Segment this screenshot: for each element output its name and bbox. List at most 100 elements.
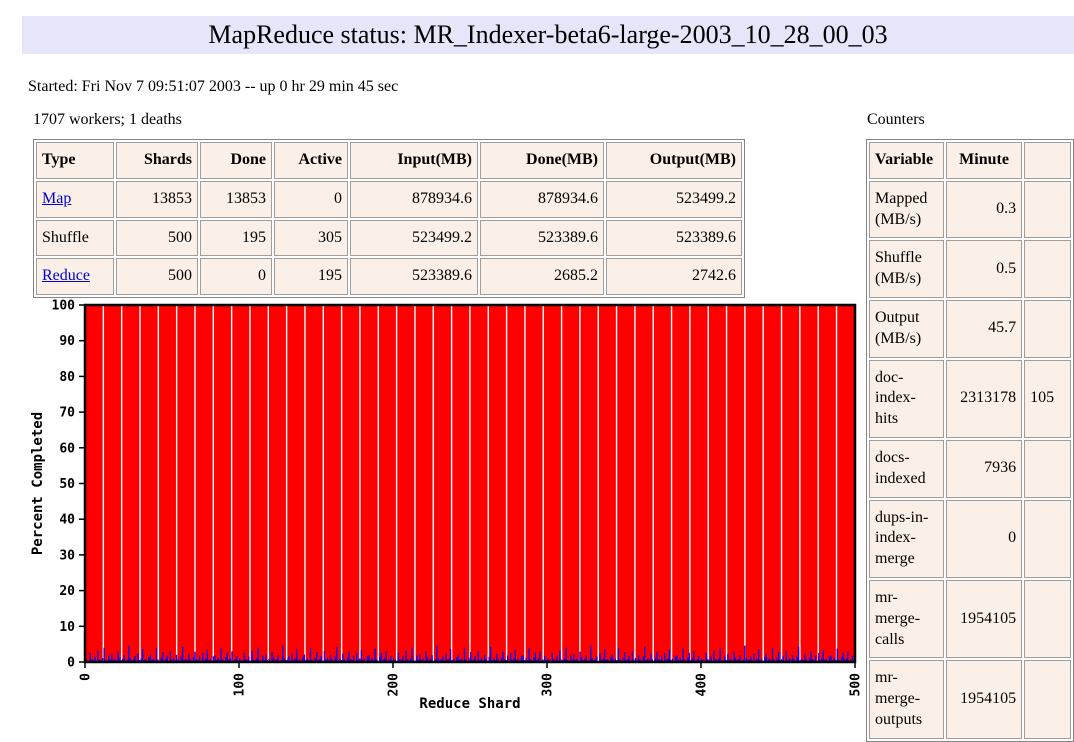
active-bar: [371, 657, 373, 662]
active-bar: [422, 658, 424, 662]
task-col-header: Output(MB): [606, 142, 742, 179]
task-value-cell: 2742.6: [606, 258, 742, 296]
active-bar: [585, 655, 587, 662]
active-bar: [206, 649, 208, 662]
active-bar: [89, 652, 91, 662]
active-bar: [265, 654, 267, 662]
active-bar: [551, 652, 553, 662]
active-bar: [533, 657, 535, 662]
active-bar: [724, 655, 726, 662]
active-bar: [342, 653, 344, 662]
active-bar: [688, 652, 690, 662]
active-bar: [547, 658, 549, 662]
active-bar: [707, 659, 709, 662]
active-bar: [128, 645, 130, 662]
counter-extra-cell: [1024, 299, 1071, 358]
active-bar: [145, 659, 147, 662]
active-bar: [448, 658, 450, 662]
active-bar: [141, 649, 144, 662]
active-bar: [502, 651, 504, 662]
task-value-cell: 13853: [116, 180, 198, 218]
active-bar: [570, 655, 572, 662]
workers-line: 1707 workers; 1 deaths: [33, 111, 182, 128]
active-bar: [470, 652, 472, 662]
active-bar: [822, 649, 824, 662]
active-bar: [500, 657, 503, 662]
plot-frame: [83, 303, 857, 664]
active-bar: [776, 657, 778, 662]
active-bar: [650, 653, 652, 662]
active-bar: [631, 650, 633, 662]
active-bar: [94, 656, 96, 662]
active-bar: [148, 657, 150, 662]
counter-minute-cell: 0: [945, 499, 1023, 578]
active-bar: [235, 655, 238, 662]
active-bar: [329, 654, 332, 662]
y-tick-label: 100: [52, 299, 76, 314]
active-bar: [172, 658, 175, 662]
active-bar: [801, 658, 803, 662]
active-bar: [579, 651, 581, 662]
active-bar: [644, 646, 646, 662]
active-bar: [768, 658, 771, 662]
active-bar: [493, 658, 495, 662]
active-bar: [409, 658, 412, 662]
active-bar: [833, 657, 835, 662]
task-value-cell: 523389.6: [350, 258, 478, 296]
active-bar: [656, 651, 658, 662]
active-bar: [713, 650, 715, 662]
task-value-cell: 2685.2: [480, 258, 604, 296]
active-bar: [573, 654, 575, 662]
x-tick-label: 500: [849, 673, 864, 697]
active-bar: [319, 659, 321, 662]
active-bar: [399, 659, 401, 662]
active-bar: [226, 652, 228, 662]
active-bar: [411, 647, 413, 662]
active-bar: [209, 658, 212, 662]
active-bar: [248, 656, 250, 662]
progress-chart-svg: 0 10 20 30 40 50 60 70 80 90 100 0 100 200 300 400 500 Pe…: [30, 299, 864, 713]
active-bar: [185, 658, 187, 662]
counter-minute-cell: 0.3: [945, 180, 1023, 239]
active-bar: [514, 649, 516, 662]
active-bar: [277, 655, 279, 662]
active-bar: [580, 657, 583, 662]
active-bar: [607, 659, 609, 662]
active-bar: [537, 658, 540, 662]
active-bar: [282, 645, 284, 662]
active-bar: [614, 658, 617, 662]
counter-minute-cell: 1954105: [945, 579, 1023, 659]
active-bar: [599, 653, 601, 662]
counter-variable-cell: Output (MB/s): [869, 299, 944, 358]
active-bar: [405, 650, 407, 662]
active-bar: [781, 659, 783, 662]
active-bar: [195, 659, 198, 662]
active-bar: [436, 645, 438, 662]
reduce-link[interactable]: Reduce: [42, 267, 90, 285]
active-bar: [291, 653, 293, 662]
counter-extra-cell: 105: [1024, 359, 1071, 438]
task-table-wrap: Type Shards Done Active Input(MB) Done(MB) Out…: [33, 139, 745, 299]
y-tick-label: 50: [59, 477, 75, 492]
active-bar: [634, 658, 637, 662]
active-bar: [637, 654, 640, 662]
active-bar: [389, 655, 392, 662]
active-bar: [271, 651, 273, 662]
counter-minute-cell: 0.5: [945, 240, 1023, 298]
counter-extra-cell: [1024, 180, 1071, 239]
active-bar: [617, 648, 620, 662]
counters-row: mr-merge-calls 1954105: [869, 579, 1071, 659]
active-bar: [379, 657, 381, 662]
active-bar: [761, 659, 763, 662]
map-link[interactable]: Map: [42, 189, 72, 207]
active-bar: [642, 656, 644, 662]
active-bar: [798, 646, 800, 662]
started-line: Started: Fri Nov 7 09:51:07 2003 -- up 0…: [28, 78, 399, 95]
task-col-header: Type: [36, 142, 114, 179]
counters-row: docs-indexed 7936: [869, 439, 1071, 498]
active-bar: [255, 658, 258, 662]
active-bar: [306, 658, 309, 662]
active-bar: [383, 658, 386, 662]
task-row-map: Map 13853 13853 0 878934.6 878934.6 523499.2: [36, 180, 742, 218]
active-bar: [671, 658, 674, 662]
